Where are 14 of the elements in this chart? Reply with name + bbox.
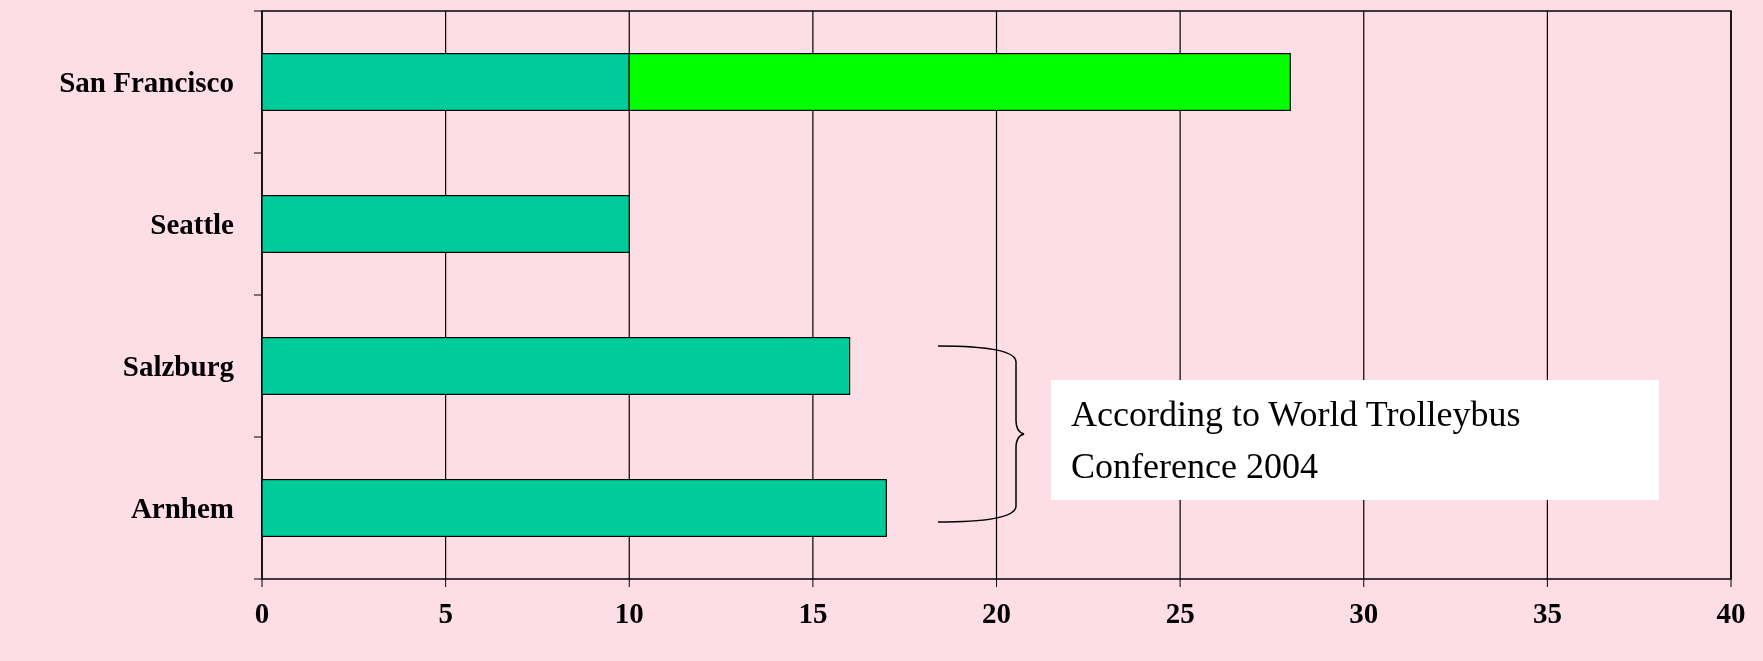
y-tick-label: San Francisco [59, 66, 234, 99]
x-tick-label: 30 [1349, 597, 1379, 629]
x-tick-label: 20 [982, 597, 1011, 629]
x-tick-label: 0 [254, 597, 270, 629]
y-tick-label: Arnhem [130, 492, 234, 525]
x-tick-label: 10 [614, 597, 644, 629]
y-tick-label: Salzburg [122, 350, 235, 383]
x-tick-label: 35 [1532, 597, 1562, 629]
x-tick-label: 5 [438, 597, 453, 629]
x-tick-label: 25 [1165, 597, 1195, 629]
annotation: According to World Trolleybus Conference 2004 [1071, 394, 1521, 486]
x-tick-label: 15 [798, 597, 828, 629]
x-tick-label: 40 [1716, 597, 1746, 629]
y-tick-label: Seattle [150, 208, 235, 241]
